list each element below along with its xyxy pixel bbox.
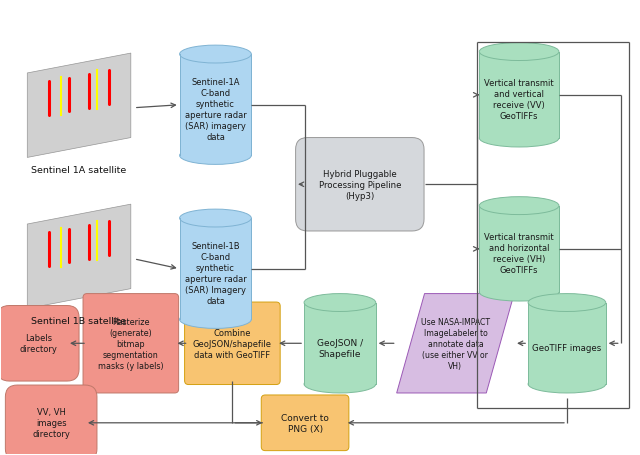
Ellipse shape <box>304 294 376 312</box>
Ellipse shape <box>479 197 559 215</box>
FancyBboxPatch shape <box>0 306 79 381</box>
Ellipse shape <box>528 375 605 393</box>
Polygon shape <box>28 54 131 158</box>
Ellipse shape <box>304 375 376 393</box>
Ellipse shape <box>479 283 559 301</box>
Bar <box>479 206 559 293</box>
Ellipse shape <box>180 46 252 64</box>
FancyBboxPatch shape <box>83 294 179 393</box>
Bar <box>528 303 605 384</box>
Bar <box>180 55 252 156</box>
Ellipse shape <box>180 210 252 228</box>
Ellipse shape <box>528 294 605 312</box>
Bar <box>304 303 376 384</box>
FancyBboxPatch shape <box>296 138 424 232</box>
Text: GeoJSON /
Shapefile: GeoJSON / Shapefile <box>317 338 363 358</box>
Text: Hybrid Pluggable
Processing Pipeline
(Hyp3): Hybrid Pluggable Processing Pipeline (Hy… <box>319 169 401 200</box>
Bar <box>479 52 559 139</box>
Polygon shape <box>397 294 514 393</box>
Text: Labels
directory: Labels directory <box>19 334 57 354</box>
Text: Combine
GeoJSON/shapefile
data with GeoTIFF: Combine GeoJSON/shapefile data with GeoT… <box>193 328 272 359</box>
Text: Sentinel-1B
C-band
synthetic
aperture radar
(SAR) Imagery
data: Sentinel-1B C-band synthetic aperture ra… <box>184 242 246 306</box>
Polygon shape <box>28 205 131 309</box>
Ellipse shape <box>479 44 559 61</box>
Ellipse shape <box>180 147 252 165</box>
Bar <box>180 55 252 156</box>
Ellipse shape <box>180 311 252 329</box>
Text: Vertical transmit
and vertical
receive (VV)
GeoTIFFs: Vertical transmit and vertical receive (… <box>484 79 554 121</box>
Bar <box>528 303 605 384</box>
Ellipse shape <box>479 130 559 148</box>
Text: Rasterize
(generate)
bitmap
segmentation
masks (y labels): Rasterize (generate) bitmap segmentation… <box>98 317 164 370</box>
Bar <box>479 52 559 139</box>
FancyBboxPatch shape <box>5 385 97 455</box>
Text: Use NASA-IMPACT
ImageLabeler to
annotate data
(use either VV or
VH): Use NASA-IMPACT ImageLabeler to annotate… <box>421 317 490 370</box>
Text: Convert to
PNG (X): Convert to PNG (X) <box>281 413 329 433</box>
FancyBboxPatch shape <box>261 395 349 450</box>
Text: Vertical transmit
and horizontal
receive (VH)
GeoTIFFs: Vertical transmit and horizontal receive… <box>484 233 554 275</box>
Bar <box>180 218 252 320</box>
Bar <box>180 218 252 320</box>
Text: Sentinel-1A
C-band
synthetic
aperture radar
(SAR) imagery
data: Sentinel-1A C-band synthetic aperture ra… <box>184 78 246 142</box>
Text: Sentinel 1B satellite: Sentinel 1B satellite <box>31 317 127 326</box>
Bar <box>479 206 559 293</box>
FancyBboxPatch shape <box>184 303 280 384</box>
Text: VV, VH
images
directory: VV, VH images directory <box>32 407 70 439</box>
Text: GeoTIFF images: GeoTIFF images <box>532 344 602 353</box>
Bar <box>304 303 376 384</box>
Text: Sentinel 1A satellite: Sentinel 1A satellite <box>31 166 127 175</box>
